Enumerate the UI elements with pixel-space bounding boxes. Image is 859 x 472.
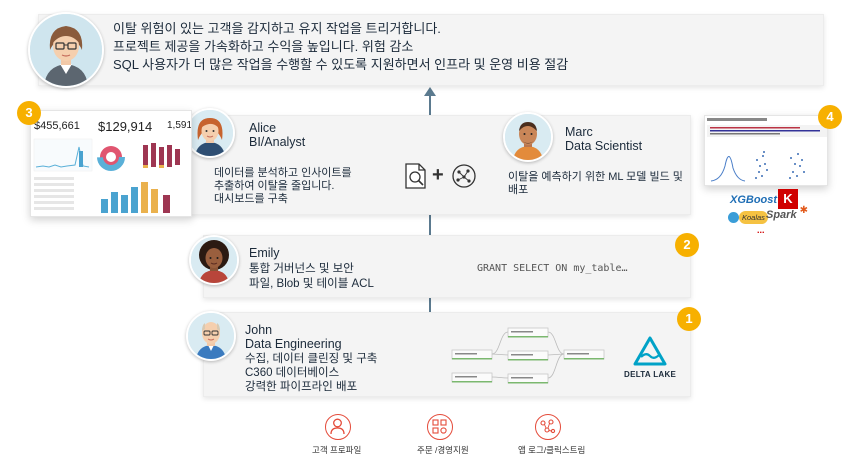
sql-query-icon [405, 163, 426, 189]
marc-name: Marc [565, 125, 593, 139]
spark-label: Spark [766, 209, 797, 221]
grant-sql-snippet: GRANT SELECT ON my_table… [477, 263, 628, 274]
business-line-2: 프로젝트 제공을 가속화하고 수익을 높입니다. 위험 감소 [113, 39, 414, 54]
keras-letter: K [783, 191, 793, 206]
spark-logo: Spark ✱ [766, 205, 808, 221]
koalas-label: Koalas [742, 213, 765, 222]
bi-dashboard-thumbnail: $455,661 $129,914 1,591 [30, 110, 192, 217]
john-desc-2: C360 데이터베이스 [245, 367, 340, 379]
alice-avatar [185, 108, 235, 158]
koalas-icon [728, 212, 739, 223]
john-name: John [245, 323, 273, 337]
alice-desc-2: 추출하여 이탈을 줄입니다. [214, 180, 335, 192]
more-tools-ellipsis: ... [757, 225, 765, 235]
keras-logo: K [778, 189, 798, 209]
spark-star-icon: ✱ [799, 205, 809, 216]
plus-icon: + [432, 164, 444, 186]
kpi-1: $455,661 [34, 120, 80, 132]
delta-lake-icon [633, 336, 667, 366]
alice-role: BI/Analyst [249, 135, 306, 149]
step-badge-2: 2 [675, 233, 699, 257]
business-line-3: SQL 사용자가 더 많은 작업을 수행할 수 있도록 지원하면서 인프라 및 … [113, 57, 569, 72]
governance-panel [203, 235, 691, 298]
kpi-3: 1,591 [167, 120, 192, 131]
flow-arrow-icon [424, 87, 436, 96]
koalas-badge: Koalas [739, 211, 768, 224]
executive-avatar [28, 12, 104, 88]
xgboost-logo: XGBoost [730, 194, 778, 206]
koalas-logo: Koalas [728, 210, 768, 225]
emily-desc-1: 통합 거버넌스 및 보안 [249, 263, 354, 275]
john-role: Data Engineering [245, 337, 342, 351]
business-outcome-panel [38, 14, 824, 86]
ml-brain-icon [452, 164, 476, 188]
customer-profile-icon [325, 414, 351, 440]
pipeline-dag-graphic [451, 327, 605, 384]
emily-avatar [189, 235, 239, 285]
business-line-1: 이탈 위험이 있는 고객을 감지하고 유지 작업을 트리거합니다. [113, 21, 441, 36]
emily-desc-2: 파일, Blob 및 테이블 ACL [249, 278, 374, 290]
alice-desc-3: 대시보드를 구축 [214, 193, 288, 205]
alice-name: Alice [249, 121, 277, 135]
delta-lake-label: DELTA LAKE [624, 370, 677, 379]
ml-notebook-thumbnail [704, 115, 828, 186]
marc-avatar [503, 112, 553, 162]
source-label-app-logs: 앱 로그/클릭스트림 [518, 445, 586, 455]
marc-desc-1: 이탈을 예측하기 위한 ML 모델 빌드 및 [508, 171, 683, 183]
analytics-panel [188, 115, 691, 215]
kpi-2: $129,914 [98, 119, 153, 134]
step-badge-3: 3 [17, 101, 41, 125]
marc-role: Data Scientist [565, 139, 643, 153]
step-badge-4: 4 [818, 105, 842, 129]
orders-icon [427, 414, 453, 440]
marc-desc-2: 배포 [508, 184, 529, 196]
source-label-customer: 고객 프로파일 [312, 445, 362, 455]
data-engineering-panel [203, 312, 691, 397]
step-badge-1: 1 [677, 307, 701, 331]
john-desc-3: 강력한 파이프라인 배포 [245, 381, 358, 393]
app-logs-icon [535, 414, 561, 440]
john-desc-1: 수집, 데이터 클린징 및 구축 [245, 353, 378, 365]
emily-name: Emily [249, 246, 280, 260]
source-label-orders: 주문 /경영지원 [417, 445, 469, 455]
john-avatar [186, 311, 236, 361]
alice-desc-1: 데이터를 분석하고 인사이트를 [214, 167, 352, 179]
